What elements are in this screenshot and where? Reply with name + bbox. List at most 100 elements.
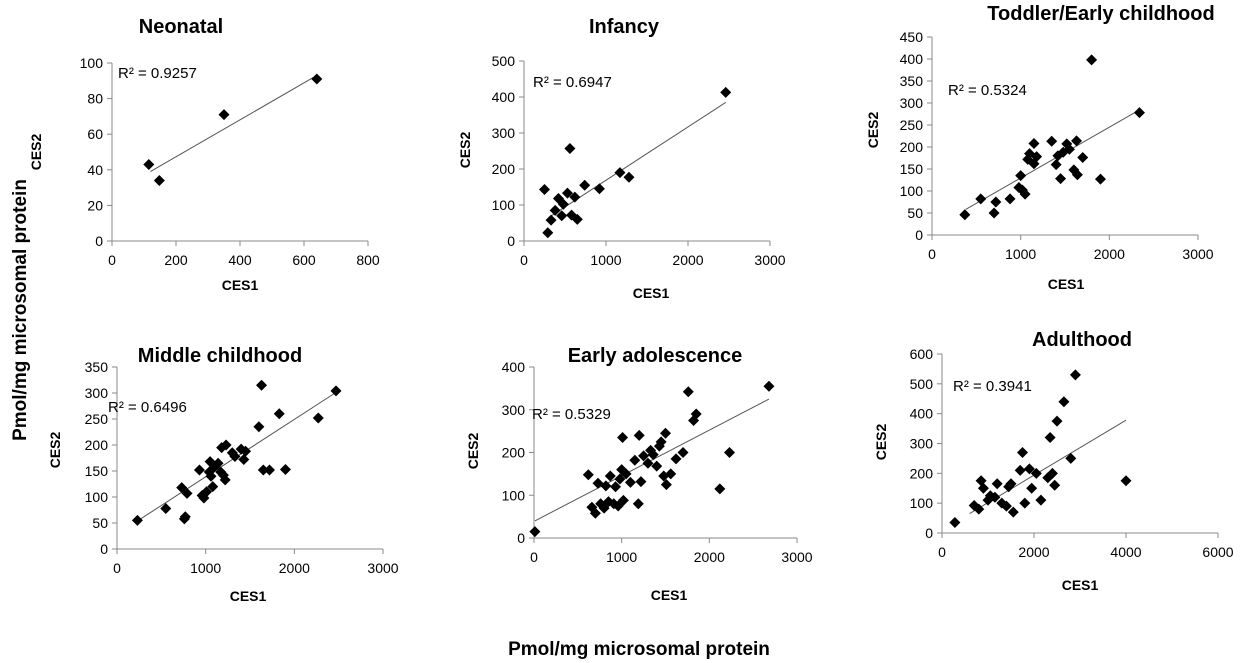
- data-point: [614, 473, 626, 485]
- data-point: [564, 142, 576, 154]
- y-axis-title: CES2: [465, 433, 481, 470]
- data-point: [665, 468, 677, 480]
- y-tick-label: 50: [92, 515, 108, 531]
- y-tick-label: 250: [85, 411, 109, 427]
- y-tick-label: 200: [502, 445, 526, 461]
- data-point: [642, 457, 654, 469]
- x-tick-label: 2000: [672, 252, 703, 268]
- data-point: [589, 507, 601, 519]
- data-point: [571, 213, 583, 225]
- data-point: [569, 191, 581, 203]
- x-tick-label: 0: [108, 252, 116, 268]
- y-tick-label: 100: [80, 55, 104, 71]
- y-tick-label: 200: [910, 465, 934, 481]
- scatter-panel: Neonatal 0 20 40 60 80 100 0 200 400 600 800 CES1 CES…: [28, 16, 380, 293]
- x-tick-label: 6000: [1202, 544, 1233, 560]
- data-point: [1065, 452, 1077, 464]
- data-point: [635, 476, 647, 488]
- data-point: [131, 514, 143, 526]
- x-axis-title: CES1: [1048, 276, 1085, 292]
- y-tick-label: 300: [85, 385, 109, 401]
- x-tick-label: 0: [520, 252, 528, 268]
- data-point: [1063, 143, 1075, 155]
- data-point: [311, 73, 323, 85]
- r-squared-label: R² = 0.5329: [532, 406, 611, 423]
- x-tick-label: 0: [113, 560, 121, 576]
- data-point: [579, 179, 591, 191]
- x-tick-label: 2000: [694, 549, 725, 565]
- x-tick-label: 3000: [754, 252, 785, 268]
- data-point: [610, 481, 622, 493]
- data-point: [989, 491, 1001, 503]
- x-tick-label: 2000: [1094, 246, 1125, 262]
- data-point: [218, 109, 230, 121]
- y-tick-label: 100: [900, 183, 924, 199]
- data-point: [1049, 479, 1061, 491]
- trendline: [965, 110, 1138, 210]
- data-point: [660, 427, 671, 439]
- scatter-panel: Middle childhood 0 50 100 150 200 250 300 350 0 10…: [47, 345, 399, 604]
- data-point: [990, 196, 1002, 208]
- data-point: [176, 482, 188, 494]
- data-point: [660, 479, 672, 491]
- x-tick-label: 1000: [1005, 246, 1036, 262]
- y-tick-label: 400: [492, 89, 516, 105]
- data-point: [633, 429, 645, 441]
- data-point: [561, 187, 573, 199]
- x-tick-label: 1000: [190, 560, 221, 576]
- y-tick-label: 200: [492, 161, 516, 177]
- data-point: [264, 464, 276, 476]
- data-point: [624, 476, 636, 488]
- panel-title: Early adolescence: [568, 345, 743, 367]
- data-point: [690, 408, 702, 420]
- x-tick-label: 0: [530, 549, 538, 565]
- x-axis-title: CES1: [1062, 577, 1099, 593]
- data-point: [723, 447, 735, 458]
- r-squared-label: R² = 0.3941: [953, 378, 1032, 395]
- data-point: [1133, 107, 1145, 119]
- y-tick-label: 0: [95, 233, 103, 249]
- y-tick-label: 350: [85, 359, 109, 375]
- data-point: [651, 460, 663, 472]
- data-point: [720, 86, 732, 98]
- y-tick-label: 80: [87, 91, 103, 107]
- data-point: [763, 380, 775, 392]
- data-point: [1019, 497, 1031, 509]
- x-tick-label: 2000: [1018, 544, 1049, 560]
- data-point: [143, 158, 155, 170]
- y-tick-label: 400: [502, 359, 526, 375]
- data-point: [220, 439, 232, 451]
- data-point: [647, 449, 659, 461]
- data-point: [714, 483, 726, 495]
- scatter-panel: Early adolescence 0 100 200 300 400 0 1000 2000 3…: [465, 345, 813, 603]
- data-point: [1077, 152, 1089, 164]
- data-point: [219, 474, 231, 486]
- data-point: [977, 482, 989, 494]
- data-point: [655, 436, 667, 448]
- y-tick-label: 300: [900, 95, 924, 111]
- y-tick-label: 400: [900, 51, 924, 67]
- data-point: [988, 207, 1000, 219]
- data-point: [229, 450, 241, 462]
- data-point: [1017, 446, 1028, 458]
- y-tick-label: 100: [492, 197, 516, 213]
- data-point: [1044, 432, 1056, 444]
- trendline: [534, 398, 770, 522]
- data-point: [949, 517, 961, 529]
- x-axis-title: CES1: [222, 277, 259, 293]
- global-y-axis-label: Pmol/mg microsomal protein: [10, 179, 31, 441]
- y-tick-label: 500: [910, 376, 934, 392]
- data-point: [279, 463, 291, 475]
- data-point: [975, 193, 987, 205]
- y-tick-label: 100: [85, 489, 109, 505]
- x-axis-title: CES1: [651, 587, 688, 603]
- data-point: [604, 470, 616, 482]
- data-point: [1094, 173, 1106, 185]
- x-tick-label: 2000: [279, 560, 310, 576]
- x-tick-label: 200: [164, 252, 188, 268]
- data-point: [160, 502, 172, 514]
- data-point: [529, 526, 541, 538]
